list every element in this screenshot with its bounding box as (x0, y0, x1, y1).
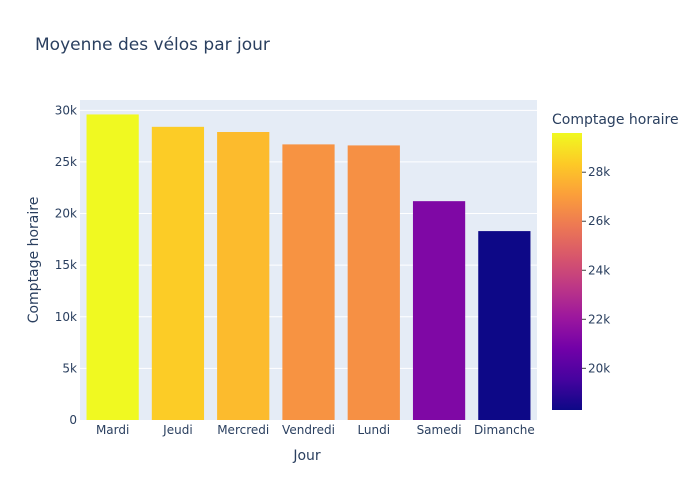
y-tick-label: 30k (55, 103, 77, 117)
bar[interactable] (217, 132, 270, 420)
x-tick-label: Mercredi (217, 423, 269, 437)
x-tick-label: Jeudi (162, 423, 192, 437)
y-tick-label: 15k (55, 258, 77, 272)
x-tick-label: Mardi (96, 423, 129, 437)
bar[interactable] (412, 201, 466, 420)
y-tick-label: 25k (55, 155, 77, 169)
colorbar-tick-labels: 20k 22k 24k 26k 28k (582, 165, 610, 375)
bar[interactable] (347, 145, 400, 420)
colorbar-tick-label: 24k (588, 263, 610, 277)
x-tick-label: Vendredi (282, 423, 335, 437)
colorbar (552, 133, 582, 410)
y-tick-label: 0 (69, 413, 77, 427)
bars (86, 114, 531, 421)
y-tick-label: 20k (55, 207, 77, 221)
x-tick-label: Dimanche (474, 423, 535, 437)
y-tick-label: 5k (62, 361, 77, 375)
chart-title: Moyenne des vélos par jour (35, 35, 270, 55)
x-tick-label: Samedi (417, 423, 462, 437)
x-tick-label: Lundi (357, 423, 390, 437)
bar[interactable] (478, 231, 531, 420)
y-axis-title: Comptage horaire (26, 197, 42, 324)
y-tick-labels: 0 5k 10k 15k 20k 25k 30k (55, 103, 77, 427)
colorbar-tick-label: 28k (588, 165, 610, 179)
y-tick-label: 10k (55, 310, 77, 324)
colorbar-title: Comptage horaire (552, 112, 679, 128)
colorbar-tick-label: 20k (588, 361, 610, 375)
x-axis-title: Jour (292, 448, 321, 464)
bar[interactable] (86, 114, 139, 421)
x-tick-labels: Mardi Jeudi Mercredi Vendredi Lundi Samedi Dim… (96, 423, 535, 437)
colorbar-tick-label: 26k (588, 214, 610, 228)
colorbar-tick-label: 22k (588, 312, 610, 326)
bar[interactable] (151, 126, 205, 420)
bar[interactable] (282, 144, 335, 421)
